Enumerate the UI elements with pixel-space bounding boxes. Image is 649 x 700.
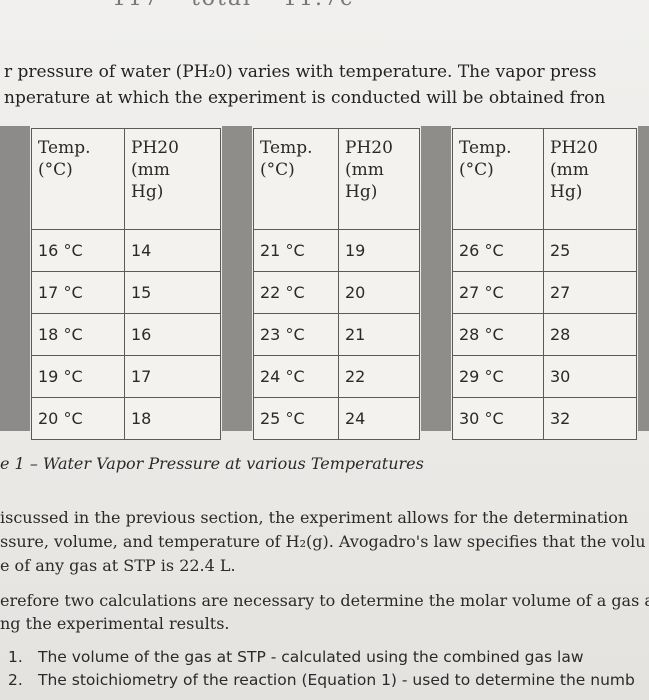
header-pressure-label: PH20 <box>345 138 393 158</box>
table-header-row: Temp. (°C) PH20 (mm Hg) <box>452 128 637 230</box>
table-row: 22 °C 20 <box>253 271 420 314</box>
table-gap <box>421 126 451 431</box>
header-fragment: – 117 – total – 11.7c <box>90 0 354 11</box>
temp-cell: 25 °C <box>253 397 339 440</box>
table-gap <box>638 126 649 431</box>
header-temp-unit: (°C) <box>38 160 73 180</box>
header-pressure-unit: (mm <box>550 160 589 180</box>
table-row: 17 °C 15 <box>31 271 221 314</box>
pressure-cell: 25 <box>543 229 637 272</box>
temp-cell: 28 °C <box>452 313 544 356</box>
vapor-pressure-table-3: Temp. (°C) PH20 (mm Hg) 26 °C 25 27 °C 27 … <box>452 128 637 440</box>
paragraph-line: erefore two calculations are necessary t… <box>0 591 649 610</box>
list-number: 1. <box>8 648 23 666</box>
vapor-pressure-table-2: Temp. (°C) PH20 (mm Hg) 21 °C 19 22 °C 20 … <box>253 128 420 440</box>
pressure-cell: 21 <box>338 313 420 356</box>
list-item: 1. The volume of the gas at STP - calcula… <box>8 648 584 666</box>
table-backdrop <box>0 126 30 431</box>
pressure-cell: 22 <box>338 355 420 398</box>
table-row: 21 °C 19 <box>253 229 420 272</box>
table-row: 27 °C 27 <box>452 271 637 314</box>
pressure-cell: 16 <box>124 313 221 356</box>
temp-cell: 23 °C <box>253 313 339 356</box>
pressure-cell: 19 <box>338 229 420 272</box>
pressure-cell: 28 <box>543 313 637 356</box>
header-pressure: PH20 (mm Hg) <box>124 128 221 230</box>
table-row: 30 °C 32 <box>452 397 637 440</box>
header-pressure-unit: Hg) <box>550 182 583 202</box>
vapor-pressure-table-1: Temp. (°C) PH20 (mm Hg) 16 °C 14 17 °C 15 … <box>31 128 221 440</box>
paragraph-line: e of any gas at STP is 22.4 L. <box>0 556 236 575</box>
paragraph-line: ng the experimental results. <box>0 614 230 633</box>
pressure-cell: 20 <box>338 271 420 314</box>
header-pressure-label: PH20 <box>550 138 598 158</box>
table-row: 24 °C 22 <box>253 355 420 398</box>
pressure-cell: 27 <box>543 271 637 314</box>
list-text: The stoichiometry of the reaction (Equat… <box>38 671 635 689</box>
header-pressure-label: PH20 <box>131 138 179 158</box>
temp-cell: 17 °C <box>31 271 125 314</box>
table-row: 25 °C 24 <box>253 397 420 440</box>
pressure-cell: 18 <box>124 397 221 440</box>
pressure-cell: 14 <box>124 229 221 272</box>
header-temp-label: Temp. <box>38 138 91 158</box>
pressure-cell: 17 <box>124 355 221 398</box>
temp-cell: 18 °C <box>31 313 125 356</box>
header-pressure: PH20 (mm Hg) <box>543 128 637 230</box>
table-row: 29 °C 30 <box>452 355 637 398</box>
temp-cell: 24 °C <box>253 355 339 398</box>
header-temp-unit: (°C) <box>459 160 494 180</box>
table-row: 16 °C 14 <box>31 229 221 272</box>
header-temp: Temp. (°C) <box>452 128 544 230</box>
paragraph-line: iscussed in the previous section, the ex… <box>0 508 629 527</box>
intro-line-1: r pressure of water (PH₂0) varies with t… <box>4 62 597 82</box>
temp-cell: 30 °C <box>452 397 544 440</box>
temp-cell: 19 °C <box>31 355 125 398</box>
header-pressure: PH20 (mm Hg) <box>338 128 420 230</box>
paragraph-line: ssure, volume, and temperature of H₂(g).… <box>0 532 646 551</box>
table-gap <box>222 126 252 431</box>
header-pressure-unit: (mm <box>345 160 384 180</box>
temp-cell: 21 °C <box>253 229 339 272</box>
table-row: 19 °C 17 <box>31 355 221 398</box>
table-row: 28 °C 28 <box>452 313 637 356</box>
intro-line-2: nperature at which the experiment is con… <box>4 88 606 108</box>
header-temp: Temp. (°C) <box>31 128 125 230</box>
table-row: 23 °C 21 <box>253 313 420 356</box>
temp-cell: 27 °C <box>452 271 544 314</box>
pressure-cell: 32 <box>543 397 637 440</box>
temp-cell: 22 °C <box>253 271 339 314</box>
header-temp-label: Temp. <box>459 138 512 158</box>
table-row: 26 °C 25 <box>452 229 637 272</box>
temp-cell: 26 °C <box>452 229 544 272</box>
list-number: 2. <box>8 671 23 689</box>
list-text: The volume of the gas at STP - calculate… <box>38 648 584 666</box>
table-row: 18 °C 16 <box>31 313 221 356</box>
header-temp-unit: (°C) <box>260 160 295 180</box>
table-caption: e 1 – Water Vapor Pressure at various Te… <box>0 454 424 473</box>
list-item: 2. The stoichiometry of the reaction (Equ… <box>8 671 635 689</box>
table-header-row: Temp. (°C) PH20 (mm Hg) <box>253 128 420 230</box>
pressure-cell: 30 <box>543 355 637 398</box>
header-pressure-unit: (mm <box>131 160 170 180</box>
pressure-cell: 24 <box>338 397 420 440</box>
header-temp: Temp. (°C) <box>253 128 339 230</box>
header-pressure-unit: Hg) <box>131 182 164 202</box>
table-header-row: Temp. (°C) PH20 (mm Hg) <box>31 128 221 230</box>
temp-cell: 29 °C <box>452 355 544 398</box>
header-pressure-unit: Hg) <box>345 182 378 202</box>
temp-cell: 16 °C <box>31 229 125 272</box>
table-row: 20 °C 18 <box>31 397 221 440</box>
temp-cell: 20 °C <box>31 397 125 440</box>
pressure-cell: 15 <box>124 271 221 314</box>
header-temp-label: Temp. <box>260 138 313 158</box>
